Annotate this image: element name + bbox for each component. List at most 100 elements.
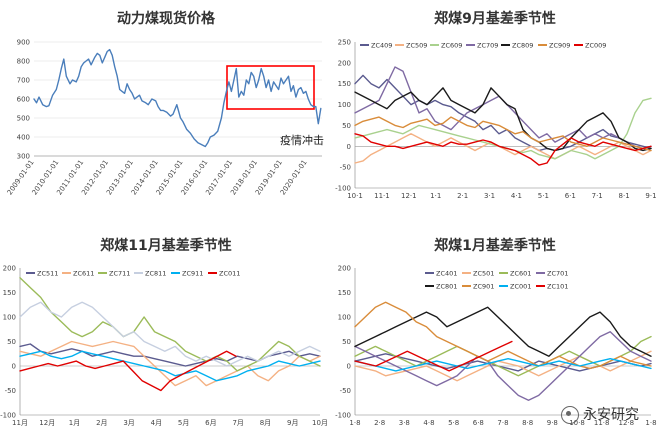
- x-tick-label: 7·1: [592, 192, 603, 200]
- legend-label: ZC809: [512, 41, 533, 49]
- x-tick-label: 6月: [205, 419, 216, 427]
- legend-label: ZC711: [109, 269, 130, 277]
- x-tick-label: 4·1: [511, 192, 522, 200]
- legend-label: ZC909: [549, 41, 570, 49]
- y-tick-label: -100: [0, 412, 16, 420]
- wechat-icon: [561, 406, 579, 424]
- x-tick-label: 6·1: [565, 192, 576, 200]
- y-tick-label: 50: [342, 122, 351, 130]
- x-tick-label: 6·8: [473, 419, 484, 427]
- chart-title: 郑煤11月基差季节性: [100, 237, 231, 254]
- x-tick-label: 8·8: [522, 419, 533, 427]
- series-line-zc809: [354, 87, 652, 152]
- legend-label: ZC511: [37, 269, 58, 277]
- y-tick-label: 0: [347, 363, 351, 371]
- y-tick-label: 500: [17, 115, 30, 123]
- series-line-zc801: [354, 306, 652, 357]
- x-tick-label: 11月: [12, 419, 28, 427]
- series-line-zc409: [354, 74, 652, 152]
- panel-zc-sep-basis: 郑煤9月基差季节性 -100 -50 0 50 100 150 200 250 10·1 11·…: [335, 10, 656, 200]
- x-tick-label: 8·1: [619, 192, 630, 200]
- x-tick-label: 12·1: [401, 192, 417, 200]
- y-tick-label: 150: [338, 80, 351, 88]
- y-tick-label: -50: [340, 164, 351, 172]
- legend-label: ZC611: [73, 269, 94, 277]
- x-tick-label: 8月: [260, 419, 271, 427]
- y-tick-label: 300: [17, 153, 30, 161]
- series-line-zc001: [354, 357, 652, 372]
- x-tick-label: 3·1: [484, 192, 495, 200]
- y-tick-label: 900: [17, 39, 30, 47]
- legend-label: ZC001: [510, 282, 531, 290]
- series-line-zc901: [354, 301, 652, 370]
- legend-label: ZC901: [473, 282, 494, 290]
- panel-zc-nov-basis: 郑煤11月基差季节性 -100 -50 0 50 100 150 200 11月 12月 1月 2…: [0, 237, 328, 427]
- x-tick-label: 9·8: [547, 419, 558, 427]
- x-tick-label: 1·8: [645, 419, 656, 427]
- x-tick-label: 9月: [287, 419, 298, 427]
- x-tick-label: 5·8: [448, 419, 459, 427]
- x-tick-label: 11·1: [374, 192, 390, 200]
- x-tick-label: 9·1: [645, 192, 656, 200]
- y-tick-label: 50: [342, 338, 351, 346]
- series-line-zc701: [354, 330, 652, 402]
- legend-label: ZC011: [219, 269, 240, 277]
- x-tick-label: 10·8: [569, 419, 585, 427]
- y-tick-label: 100: [3, 314, 16, 322]
- y-tick-label: 100: [338, 314, 351, 322]
- y-tick-label: 400: [17, 134, 30, 142]
- series-line-price: [33, 48, 322, 148]
- x-tick-label: 12月: [39, 419, 55, 427]
- x-tick-label: 2·8: [374, 419, 385, 427]
- y-tick-label: 800: [17, 58, 30, 66]
- legend-label: ZC709: [477, 41, 498, 49]
- y-tick-label: 0: [12, 363, 16, 371]
- x-tick-label: 1·1: [430, 192, 441, 200]
- x-tick-label: 10月: [312, 419, 328, 427]
- legend-label: ZC401: [436, 269, 457, 277]
- series-line-zc101: [354, 340, 513, 372]
- legend-label: ZC501: [473, 269, 494, 277]
- y-tick-label: 200: [338, 265, 351, 273]
- y-tick-label: -50: [5, 387, 16, 395]
- x-tick-label: 1月: [69, 419, 80, 427]
- y-tick-label: 100: [338, 101, 351, 109]
- series-line-zc811: [19, 301, 321, 367]
- series-line-zc711: [19, 277, 321, 372]
- y-tick-label: 700: [17, 77, 30, 85]
- y-tick-label: 200: [3, 265, 16, 273]
- watermark: 永安研究: [561, 404, 639, 424]
- legend-label: ZC911: [182, 269, 203, 277]
- y-tick-label: -100: [335, 412, 351, 420]
- series-line-zc609: [354, 97, 652, 160]
- x-tick-label: 2·1: [457, 192, 468, 200]
- series-line-zc909: [354, 116, 652, 152]
- legend-label: ZC609: [441, 41, 462, 49]
- legend-label: ZC101: [547, 282, 568, 290]
- legend-label: ZC811: [145, 269, 166, 277]
- legend-label: ZC601: [510, 269, 531, 277]
- y-tick-label: 150: [338, 289, 351, 297]
- legend-label: ZC801: [436, 282, 457, 290]
- x-tick-label: 7·8: [497, 419, 508, 427]
- x-tick-label: 12·8: [619, 419, 635, 427]
- x-tick-label: 1·8: [349, 419, 360, 427]
- legend-label: ZC701: [547, 269, 568, 277]
- x-tick-label: 2020-01-01: [279, 159, 309, 197]
- series-line-zc009: [354, 133, 652, 166]
- annotation-label: 疫情冲击: [280, 133, 324, 147]
- series-line-zc501: [354, 350, 652, 382]
- x-tick-label: 7月: [232, 419, 243, 427]
- x-tick-label: 5·1: [538, 192, 549, 200]
- series-line-zc011: [19, 350, 237, 392]
- x-tick-label: 4·8: [423, 419, 434, 427]
- y-tick-label: -50: [340, 387, 351, 395]
- x-tick-label: 10·1: [347, 192, 363, 200]
- x-tick-label: 2月: [96, 419, 107, 427]
- x-tick-label: 3月: [123, 419, 134, 427]
- chart-title: 郑煤9月基差季节性: [434, 10, 556, 27]
- y-tick-label: 150: [3, 289, 16, 297]
- y-tick-label: 600: [17, 96, 30, 104]
- y-tick-label: 0: [347, 143, 351, 151]
